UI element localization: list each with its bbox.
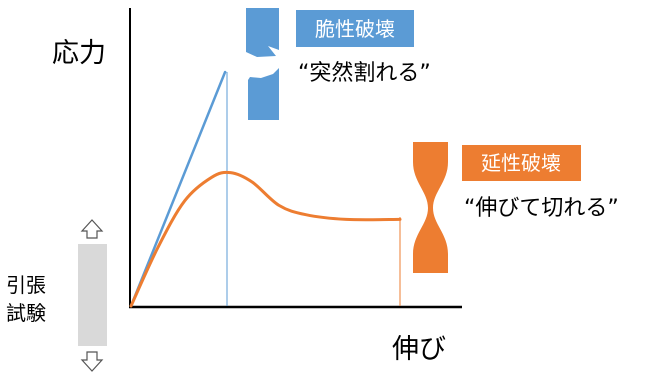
tensile-test-label-line2: 試験 xyxy=(6,301,46,325)
tensile-test-bar xyxy=(78,244,107,346)
ductile-curve xyxy=(129,170,402,308)
brittle-badge-bg xyxy=(296,10,414,47)
brittle-caption: “突然割れる” xyxy=(298,61,431,86)
brittle-badge: 脆性破壊 xyxy=(315,17,395,41)
tensile-test-label-line1: 引張 xyxy=(6,273,46,297)
up-arrow-icon xyxy=(80,219,104,239)
ductile-badge-bg xyxy=(462,145,581,181)
necked-specimen-icon xyxy=(413,142,448,273)
down-arrow-icon xyxy=(80,351,104,372)
ductile-caption: “伸びて切れる” xyxy=(464,196,619,221)
brittle-curve xyxy=(129,70,227,308)
y-axis-label: 応力 xyxy=(52,38,106,69)
x-axis-label: 伸び xyxy=(392,334,446,365)
ductile-badge: 延性破壊 xyxy=(481,151,561,175)
broken-specimen-icon xyxy=(246,8,279,120)
